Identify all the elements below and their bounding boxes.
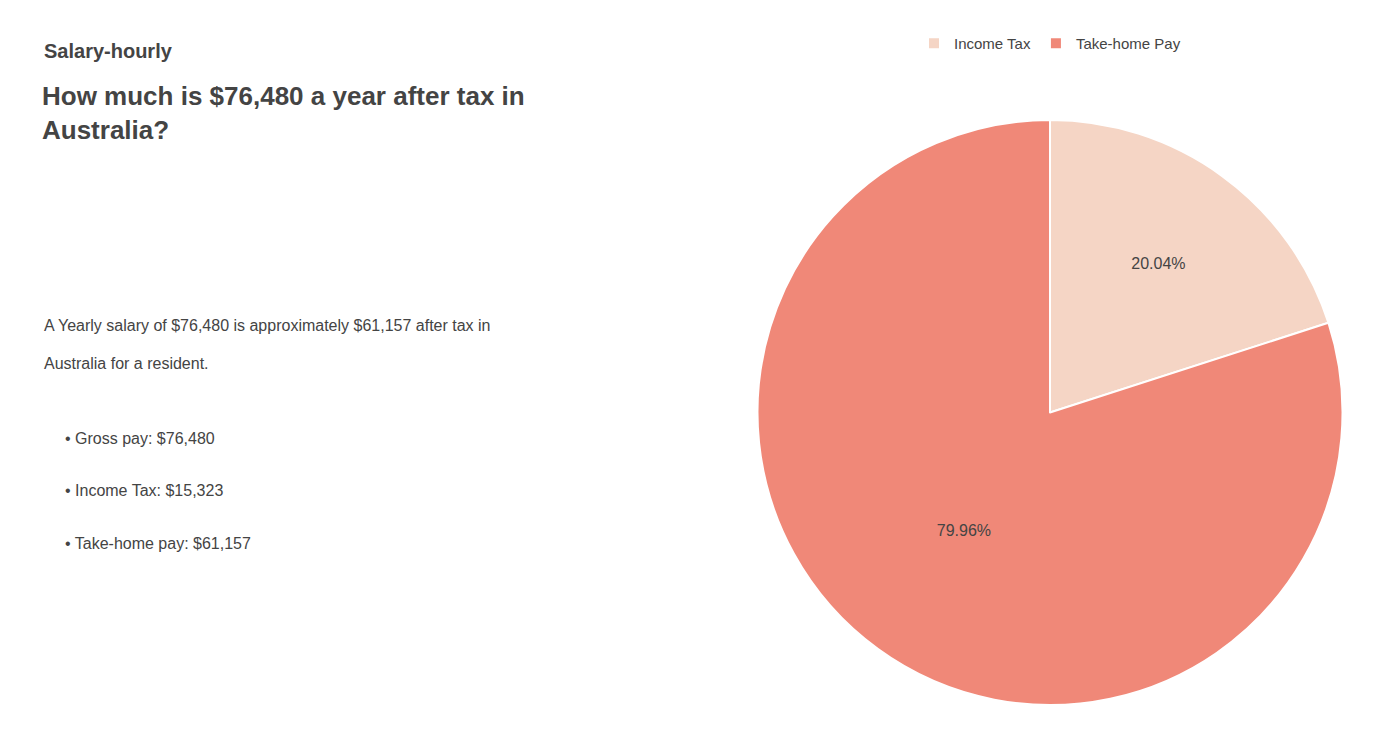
svg-text:• Income Tax: $15,323: • Income Tax: $15,323 [65,482,223,499]
svg-text:79.96%: 79.96% [937,522,991,539]
svg-text:Salary-hourly: Salary-hourly [44,40,173,62]
svg-text:20.04%: 20.04% [1131,255,1185,272]
svg-text:Income Tax: Income Tax [954,35,1031,52]
svg-text:Take-home Pay: Take-home Pay [1076,35,1181,52]
svg-text:A Yearly salary of $76,480 is: A Yearly salary of $76,480 is approximat… [44,317,491,334]
svg-text:• Take-home pay: $61,157: • Take-home pay: $61,157 [65,535,251,552]
svg-text:How much is $76,480 a year aft: How much is $76,480 a year after tax inA… [42,81,525,145]
svg-text:Australia for a resident.: Australia for a resident. [44,355,209,372]
svg-text:• Gross pay: $76,480: • Gross pay: $76,480 [65,430,215,447]
